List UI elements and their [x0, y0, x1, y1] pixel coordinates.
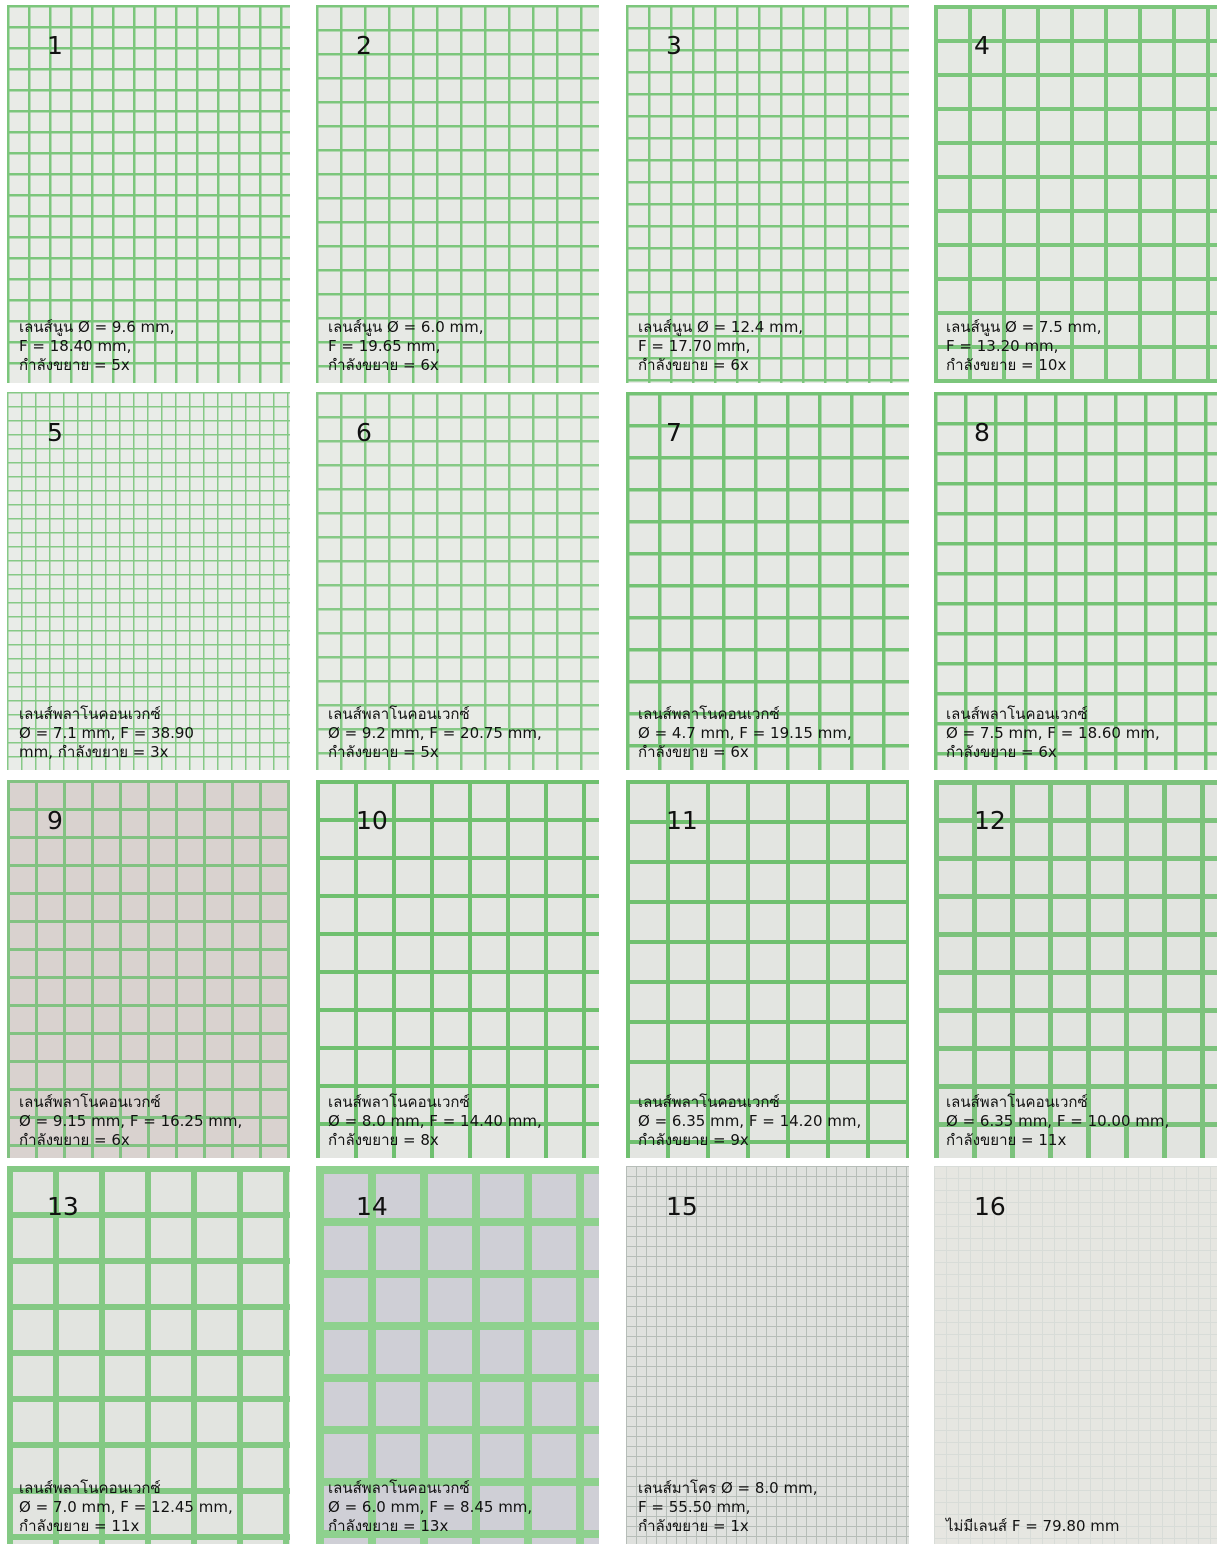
caption-line: Ø = 7.0 mm, F = 12.45 mm, [19, 1498, 233, 1517]
caption-line: กำลังขยาย = 6x [638, 356, 803, 375]
panel-caption: เลนส์พลาโนคอนเวกซ์Ø = 9.2 mm, F = 20.75 … [328, 705, 542, 762]
panel-caption: เลนส์นูน Ø = 9.6 mm,F = 18.40 mm,กำลังขย… [19, 318, 175, 375]
panel-number: 11 [666, 806, 698, 835]
panel-number: 9 [47, 806, 63, 835]
figure: 1เลนส์นูน Ø = 9.6 mm,F = 18.40 mm,กำลังข… [0, 0, 1224, 1544]
caption-line: Ø = 8.0 mm, F = 14.40 mm, [328, 1112, 542, 1131]
photo-panel: 10 เลนส์พลาโนคอนเวกซ์Ø = 8.0 mm, F = 14.4… [316, 780, 599, 1158]
caption-line: Ø = 6.35 mm, F = 10.00 mm, [946, 1112, 1169, 1131]
panel-caption: เลนส์นูน Ø = 7.5 mm,F = 13.20 mm,กำลังขย… [946, 318, 1102, 375]
caption-line: กำลังขยาย = 11x [19, 1517, 233, 1536]
panel-number: 7 [666, 418, 682, 447]
panel-number: 15 [666, 1192, 698, 1221]
caption-line: กำลังขยาย = 5x [328, 743, 542, 762]
caption-line: เลนส์พลาโนคอนเวกซ์ [638, 705, 852, 724]
panel-caption: เลนส์พลาโนคอนเวกซ์Ø = 6.0 mm, F = 8.45 m… [328, 1479, 532, 1536]
caption-line: เลนส์นูน Ø = 6.0 mm, [328, 318, 484, 337]
caption-line: Ø = 6.0 mm, F = 8.45 mm, [328, 1498, 532, 1517]
panel-caption: เลนส์พลาโนคอนเวกซ์Ø = 6.35 mm, F = 14.20… [638, 1093, 861, 1150]
panel-number: 2 [356, 31, 372, 60]
panel-caption: เลนส์นูน Ø = 6.0 mm,F = 19.65 mm,กำลังขย… [328, 318, 484, 375]
caption-line: เลนส์พลาโนคอนเวกซ์ [638, 1093, 861, 1112]
panel-caption: เลนส์นูน Ø = 12.4 mm,F = 17.70 mm,กำลังข… [638, 318, 803, 375]
panel-caption: ไม่มีเลนส์ F = 79.80 mm [946, 1517, 1119, 1536]
photo-panel: 2 เลนส์นูน Ø = 6.0 mm,F = 19.65 mm,กำลังข… [316, 5, 599, 383]
panel-number: 6 [356, 418, 372, 447]
caption-line: Ø = 7.5 mm, F = 18.60 mm, [946, 724, 1160, 743]
caption-line: เลนส์นูน Ø = 9.6 mm, [19, 318, 175, 337]
caption-line: เลนส์พลาโนคอนเวกซ์ [946, 705, 1160, 724]
caption-line: เลนส์มาโคร Ø = 8.0 mm, [638, 1479, 817, 1498]
caption-line: กำลังขยาย = 6x [328, 356, 484, 375]
panel-number: 4 [974, 31, 990, 60]
photo-panel: 8 เลนส์พลาโนคอนเวกซ์Ø = 7.5 mm, F = 18.60… [934, 392, 1217, 770]
photo-panel: 13 เลนส์พลาโนคอนเวกซ์Ø = 7.0 mm, F = 12.4… [7, 1166, 290, 1544]
panel-number: 1 [47, 31, 63, 60]
caption-line: เลนส์พลาโนคอนเวกซ์ [19, 1479, 233, 1498]
caption-line: เลนส์พลาโนคอนเวกซ์ [328, 1093, 542, 1112]
caption-line: กำลังขยาย = 6x [19, 1131, 242, 1150]
panel-number: 13 [47, 1192, 79, 1221]
photo-panel: 3 เลนส์นูน Ø = 12.4 mm,F = 17.70 mm,กำลัง… [626, 5, 909, 383]
panel-caption: เลนส์พลาโนคอนเวกซ์Ø = 7.0 mm, F = 12.45 … [19, 1479, 233, 1536]
photo-panel: 9 เลนส์พลาโนคอนเวกซ์Ø = 9.15 mm, F = 16.2… [7, 780, 290, 1158]
panel-caption: เลนส์พลาโนคอนเวกซ์Ø = 8.0 mm, F = 14.40 … [328, 1093, 542, 1150]
panel-number: 5 [47, 418, 63, 447]
photo-panel: 1 เลนส์นูน Ø = 9.6 mm,F = 18.40 mm,กำลังข… [7, 5, 290, 383]
photo-panel: 15 เลนส์มาโคร Ø = 8.0 mm,F = 55.50 mm,กำล… [626, 1166, 909, 1544]
photo-panel: 12 เลนส์พลาโนคอนเวกซ์Ø = 6.35 mm, F = 10.… [934, 780, 1217, 1158]
caption-line: Ø = 9.2 mm, F = 20.75 mm, [328, 724, 542, 743]
panel-caption: เลนส์มาโคร Ø = 8.0 mm,F = 55.50 mm,กำลัง… [638, 1479, 817, 1536]
photo-panel: 14 เลนส์พลาโนคอนเวกซ์Ø = 6.0 mm, F = 8.45… [316, 1166, 599, 1544]
caption-line: Ø = 4.7 mm, F = 19.15 mm, [638, 724, 852, 743]
photo-panel: 6 เลนส์พลาโนคอนเวกซ์Ø = 9.2 mm, F = 20.75… [316, 392, 599, 770]
caption-line: กำลังขยาย = 11x [946, 1131, 1169, 1150]
panel-caption: เลนส์พลาโนคอนเวกซ์Ø = 6.35 mm, F = 10.00… [946, 1093, 1169, 1150]
photo-panel: 5 เลนส์พลาโนคอนเวกซ์Ø = 7.1 mm, F = 38.90… [7, 392, 290, 770]
caption-line: ไม่มีเลนส์ F = 79.80 mm [946, 1517, 1119, 1536]
caption-line: F = 55.50 mm, [638, 1498, 817, 1517]
caption-line: กำลังขยาย = 10x [946, 356, 1102, 375]
photo-panel: 16 ไม่มีเลนส์ F = 79.80 mm [934, 1166, 1217, 1544]
caption-line: F = 17.70 mm, [638, 337, 803, 356]
caption-line: เลนส์นูน Ø = 12.4 mm, [638, 318, 803, 337]
caption-line: เลนส์พลาโนคอนเวกซ์ [946, 1093, 1169, 1112]
panel-caption: เลนส์พลาโนคอนเวกซ์Ø = 9.15 mm, F = 16.25… [19, 1093, 242, 1150]
caption-line: กำลังขยาย = 13x [328, 1517, 532, 1536]
caption-line: เลนส์พลาโนคอนเวกซ์ [19, 1093, 242, 1112]
panel-number: 10 [356, 806, 388, 835]
caption-line: F = 18.40 mm, [19, 337, 175, 356]
caption-line: เลนส์นูน Ø = 7.5 mm, [946, 318, 1102, 337]
caption-line: กำลังขยาย = 6x [638, 743, 852, 762]
caption-line: กำลังขยาย = 9x [638, 1131, 861, 1150]
caption-line: Ø = 6.35 mm, F = 14.20 mm, [638, 1112, 861, 1131]
caption-line: F = 19.65 mm, [328, 337, 484, 356]
panel-number: 16 [974, 1192, 1006, 1221]
caption-line: กำลังขยาย = 6x [946, 743, 1160, 762]
panel-number: 8 [974, 418, 990, 447]
panel-number: 3 [666, 31, 682, 60]
caption-line: กำลังขยาย = 8x [328, 1131, 542, 1150]
photo-panel: 11 เลนส์พลาโนคอนเวกซ์Ø = 6.35 mm, F = 14.… [626, 780, 909, 1158]
photo-panel: 4 เลนส์นูน Ø = 7.5 mm,F = 13.20 mm,กำลังข… [934, 5, 1217, 383]
caption-line: กำลังขยาย = 5x [19, 356, 175, 375]
caption-line: เลนส์พลาโนคอนเวกซ์ [328, 705, 542, 724]
panel-number: 12 [974, 806, 1006, 835]
caption-line: เลนส์พลาโนคอนเวกซ์ [19, 705, 194, 724]
caption-line: Ø = 7.1 mm, F = 38.90 [19, 724, 194, 743]
panel-caption: เลนส์พลาโนคอนเวกซ์Ø = 4.7 mm, F = 19.15 … [638, 705, 852, 762]
photo-panel: 7 เลนส์พลาโนคอนเวกซ์Ø = 4.7 mm, F = 19.15… [626, 392, 909, 770]
caption-line: เลนส์พลาโนคอนเวกซ์ [328, 1479, 532, 1498]
panel-caption: เลนส์พลาโนคอนเวกซ์Ø = 7.5 mm, F = 18.60 … [946, 705, 1160, 762]
caption-line: F = 13.20 mm, [946, 337, 1102, 356]
caption-line: กำลังขยาย = 1x [638, 1517, 817, 1536]
caption-line: mm, กำลังขยาย = 3x [19, 743, 194, 762]
panel-number: 14 [356, 1192, 388, 1221]
caption-line: Ø = 9.15 mm, F = 16.25 mm, [19, 1112, 242, 1131]
